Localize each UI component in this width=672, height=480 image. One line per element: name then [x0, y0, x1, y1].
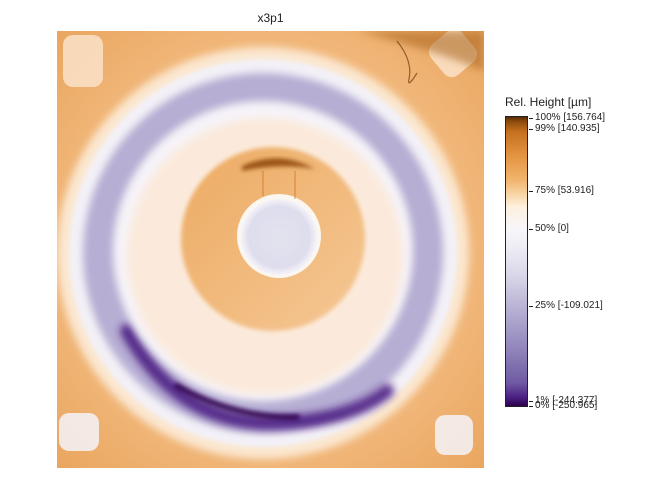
- surface-scratch: [396, 40, 418, 84]
- colorbar-tick-1: [529, 401, 533, 402]
- plateau-crescent: [242, 158, 315, 171]
- center-crater: [241, 199, 317, 275]
- colorbar-label-25: 25% [-109.021]: [535, 300, 603, 311]
- top-edge-shadow: [357, 31, 484, 71]
- colorbar-tick-50: [529, 229, 533, 230]
- colorbar-label-50: 50% [0]: [535, 223, 569, 234]
- corner-mark-bottom-right: [435, 415, 473, 455]
- corner-mark-bottom-left: [59, 413, 99, 451]
- colorbar-tick-0: [529, 406, 533, 407]
- colorbar-tick-25: [529, 306, 533, 307]
- plot-title: x3p1: [257, 11, 284, 25]
- height-map-image: [57, 31, 484, 468]
- colorbar-tick-99: [529, 129, 533, 130]
- colorbar: [505, 116, 528, 407]
- colorbar-tick-75: [529, 191, 533, 192]
- colorbar-title: Rel. Height [µm]: [505, 95, 592, 109]
- corner-mark-top-left: [63, 35, 103, 87]
- colorbar-label-0: 0% [-250.965]: [535, 400, 598, 411]
- colorbar-tick-100: [529, 118, 533, 119]
- deep-trough-core: [174, 383, 300, 421]
- colorbar-label-1: 1% [-244.377]: [535, 395, 598, 406]
- colorbar-label-75: 75% [53.916]: [535, 185, 594, 196]
- colorbar-label-100: 100% [156.764]: [535, 112, 606, 123]
- deep-trough-arc: [120, 324, 394, 431]
- colorbar-label-99: 99% [140.935]: [535, 123, 600, 134]
